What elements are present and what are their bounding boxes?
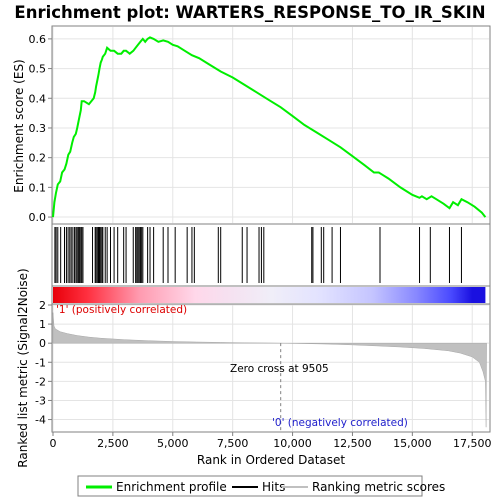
- x-tick-label: 15,000: [393, 437, 432, 450]
- es-gridlines: [52, 27, 489, 223]
- es-tick-label: 0.1: [29, 181, 47, 194]
- positive-correlation-label: '1' (positively correlated): [56, 304, 187, 316]
- ranking-metric-area: [52, 312, 487, 428]
- x-tick-label: 2,500: [97, 437, 129, 450]
- x-tick-label: 17,500: [453, 437, 492, 450]
- x-axis-label: Rank in Ordered Dataset: [197, 453, 345, 467]
- metric-y-axis-ticks: 2 1 0 -1 -2 -3 -4: [35, 299, 52, 427]
- es-tick-label: 0.5: [29, 63, 47, 76]
- es-tick-label: 0.4: [29, 92, 47, 105]
- x-axis-ticks: 0 2,500 5,000 7,500 10,000 12,500 15,000 17,500: [50, 432, 492, 450]
- legend-hits-label: Hits: [262, 480, 285, 494]
- x-tick-label: 10,000: [273, 437, 312, 450]
- zero-cross-label: Zero cross at 9505: [230, 363, 329, 375]
- x-tick-label: 5,000: [157, 437, 189, 450]
- hits-panel-frame: [51, 223, 491, 287]
- x-tick-label: 0: [50, 437, 57, 450]
- es-tick-label: 0.6: [29, 33, 47, 46]
- es-y-axis-ticks: 0.0 0.1 0.2 0.3 0.4 0.5 0.6: [29, 33, 52, 224]
- metric-y-axis-label: Ranked list metric (Signal2Noise): [16, 268, 30, 467]
- x-tick-label: 7,500: [217, 437, 249, 450]
- enrichment-profile-line: [52, 36, 487, 218]
- metric-tick-label: -3: [35, 394, 46, 407]
- legend-metric-label: Ranking metric scores: [312, 480, 445, 494]
- es-y-axis-label: Enrichment score (ES): [12, 59, 26, 192]
- chart-title: Enrichment plot: WARTERS_RESPONSE_TO_IR_…: [14, 3, 485, 22]
- es-tick-label: 0.3: [29, 122, 47, 135]
- metric-panel-frame: [51, 303, 491, 433]
- metric-tick-label: -4: [35, 414, 46, 427]
- rank-color-bar: [53, 287, 486, 303]
- es-panel-frame: [51, 25, 491, 225]
- es-tick-label: 0.2: [29, 152, 47, 165]
- x-tick-label: 12,500: [333, 437, 372, 450]
- metric-tick-label: 1: [39, 318, 46, 331]
- hit-markers: [54, 227, 462, 283]
- metric-tick-label: -1: [35, 356, 46, 369]
- negative-correlation-label: '0' (negatively correlated): [272, 417, 408, 429]
- metric-tick-label: -2: [35, 375, 46, 388]
- es-tick-label: 0.0: [29, 211, 47, 224]
- legend-enrichment-label: Enrichment profile: [116, 480, 227, 494]
- metric-tick-label: 2: [39, 299, 46, 312]
- metric-tick-label: 0: [39, 337, 46, 350]
